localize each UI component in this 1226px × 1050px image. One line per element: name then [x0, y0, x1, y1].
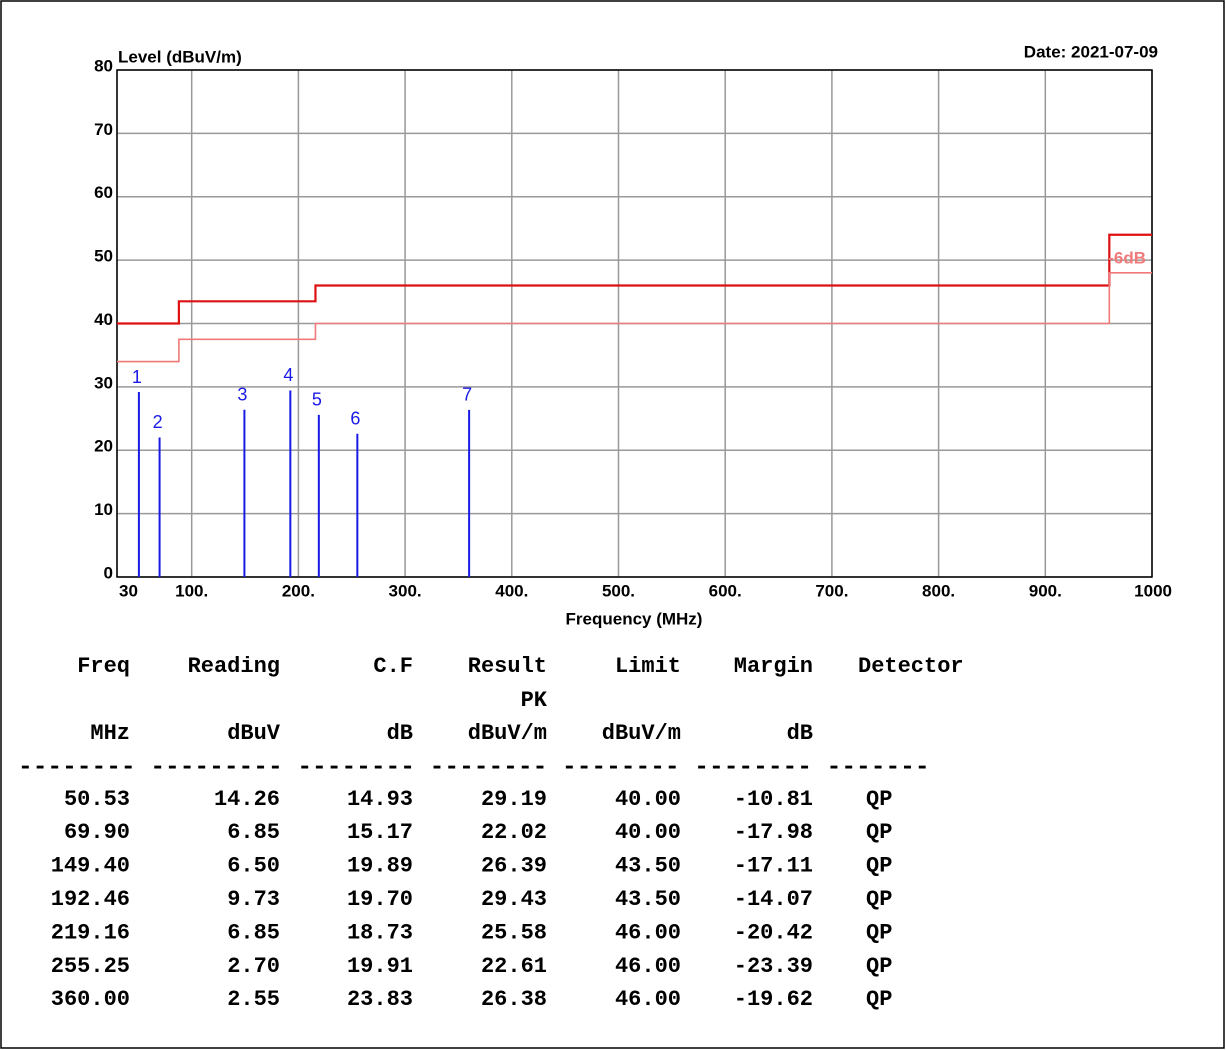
limit-line	[117, 272, 1152, 363]
table-cell: 219.16	[51, 920, 130, 945]
table-cell: QP	[866, 987, 892, 1012]
table-cell: 69.90	[64, 820, 130, 845]
y-tick-label: 50	[94, 247, 113, 266]
column-header: Margin	[734, 654, 813, 679]
table-cell: 192.46	[51, 887, 130, 912]
table-cell: -20.42	[734, 920, 813, 945]
table-cell: 19.89	[347, 854, 413, 879]
table-cell: 2.70	[227, 954, 280, 979]
table-cell: -17.11	[734, 854, 813, 879]
table-cell: 40.00	[615, 820, 681, 845]
table-rule: -------- --------- -------- -------- ---…	[18, 754, 930, 781]
x-tick-label: 300.	[389, 581, 422, 600]
x-tick-label: 200.	[282, 581, 315, 600]
marker-label: 3	[237, 385, 247, 405]
y-tick-label: 30	[94, 373, 113, 392]
x-tick-label: 800.	[922, 581, 955, 600]
column-unit: dB	[387, 721, 413, 746]
y-axis-label: Level (dBuV/m)	[118, 47, 242, 66]
annotation: -6dB	[1108, 248, 1146, 267]
table-cell: 19.70	[347, 887, 413, 912]
table-cell: 9.73	[227, 887, 280, 912]
column-subheader: PK	[521, 688, 548, 713]
table-cell: QP	[866, 954, 892, 979]
x-tick-label: 500.	[602, 581, 635, 600]
y-tick-label: 70	[94, 120, 113, 139]
limit-line	[117, 233, 1152, 325]
marker-label: 2	[153, 412, 163, 432]
table-cell: QP	[866, 820, 892, 845]
table-cell: 26.38	[481, 987, 547, 1012]
x-tick-label: 1000	[1134, 581, 1172, 600]
column-header: Freq	[77, 654, 130, 679]
table-cell: 26.39	[481, 854, 547, 879]
table-cell: 46.00	[615, 920, 681, 945]
table-cell: 18.73	[347, 920, 413, 945]
x-tick-label: 30	[119, 581, 138, 600]
y-tick-label: 20	[94, 437, 113, 456]
column-header: Result	[468, 654, 547, 679]
table-cell: -19.62	[734, 987, 813, 1012]
table-cell: 255.25	[51, 954, 130, 979]
column-unit: dBuV/m	[468, 721, 547, 746]
table-cell: 23.83	[347, 987, 413, 1012]
marker-label: 1	[132, 367, 142, 387]
table-cell: -23.39	[734, 954, 813, 979]
y-tick-label: 60	[94, 183, 113, 202]
table-cell: 19.91	[347, 954, 413, 979]
table-cell: 22.02	[481, 820, 547, 845]
table-cell: QP	[866, 854, 892, 879]
table-cell: 15.17	[347, 820, 413, 845]
table-cell: 2.55	[227, 987, 280, 1012]
marker-label: 6	[350, 408, 360, 428]
marker-label: 4	[283, 365, 293, 385]
y-tick-label: 0	[104, 563, 113, 582]
table-cell: 40.00	[615, 787, 681, 812]
x-axis-label: Frequency (MHz)	[566, 609, 703, 628]
y-tick-label: 40	[94, 310, 113, 329]
table-cell: 6.85	[227, 920, 280, 945]
column-unit: dB	[787, 721, 813, 746]
column-unit: MHz	[90, 721, 130, 746]
table-cell: 43.50	[615, 854, 681, 879]
column-unit: dBuV	[227, 721, 281, 746]
table-cell: 25.58	[481, 920, 547, 945]
table-cell: 360.00	[51, 987, 130, 1012]
marker-label: 5	[312, 390, 322, 410]
table-cell: 46.00	[615, 987, 681, 1012]
table-cell: -17.98	[734, 820, 813, 845]
table-cell: 43.50	[615, 887, 681, 912]
column-header: C.F	[373, 654, 413, 679]
x-tick-label: 900.	[1029, 581, 1062, 600]
x-tick-label: 600.	[709, 581, 742, 600]
table-cell: -10.81	[734, 787, 813, 812]
table-cell: 6.50	[227, 854, 280, 879]
table-cell: 14.93	[347, 787, 413, 812]
y-tick-label: 10	[94, 500, 113, 519]
date: Date: 2021-07-09	[1024, 42, 1158, 61]
table-cell: 46.00	[615, 954, 681, 979]
table-cell: 149.40	[51, 854, 130, 879]
table-cell: -14.07	[734, 887, 813, 912]
table-cell: 14.26	[214, 787, 280, 812]
marker-label: 7	[462, 385, 472, 405]
x-tick-label: 400.	[495, 581, 528, 600]
table-cell: QP	[866, 787, 892, 812]
table-cell: 6.85	[227, 820, 280, 845]
table-cell: QP	[866, 920, 892, 945]
table-cell: QP	[866, 887, 892, 912]
y-tick-label: 80	[94, 56, 113, 75]
table-cell: 29.43	[481, 887, 547, 912]
column-unit: dBuV/m	[602, 721, 681, 746]
column-header: Detector	[858, 654, 964, 679]
x-tick-label: 700.	[815, 581, 848, 600]
column-header: Reading	[188, 654, 280, 679]
table-cell: 29.19	[481, 787, 547, 812]
table-cell: 50.53	[64, 787, 130, 812]
table-cell: 22.61	[481, 954, 547, 979]
column-header: Limit	[615, 654, 681, 679]
x-tick-label: 100.	[175, 581, 208, 600]
